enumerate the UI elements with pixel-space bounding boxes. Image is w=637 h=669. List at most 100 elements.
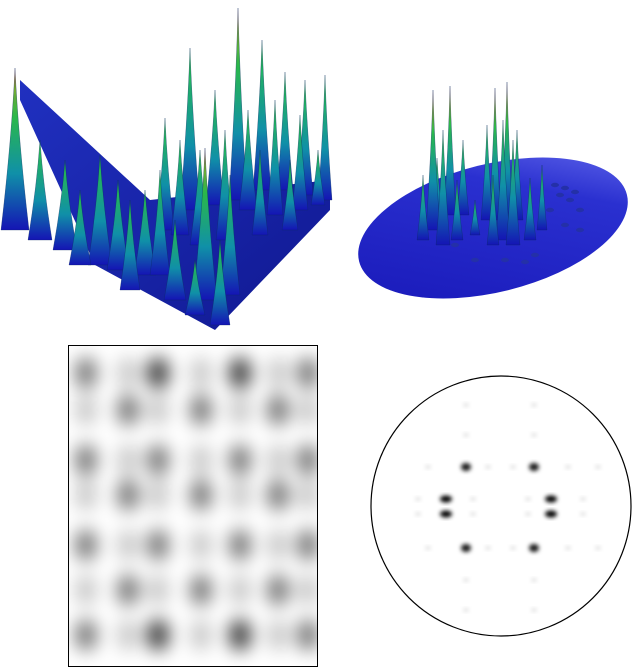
surface-peak — [523, 177, 537, 241]
density-peak — [565, 465, 571, 469]
density-peak — [529, 463, 539, 471]
density-spot — [229, 479, 251, 511]
density-peak — [529, 544, 539, 552]
density-peak — [485, 465, 491, 469]
density-peak — [461, 463, 471, 471]
density-spot — [117, 619, 139, 651]
surface-peak — [425, 89, 441, 231]
density-spot — [190, 529, 212, 561]
disc-boundary — [370, 375, 632, 637]
density-spot — [297, 479, 317, 511]
density-spot — [190, 357, 212, 389]
surface-peak — [192, 147, 218, 301]
density-spot — [229, 444, 251, 476]
surface-bump — [531, 252, 539, 258]
density-spot — [147, 444, 169, 476]
density-peak — [440, 495, 452, 503]
surface-bump — [501, 257, 509, 263]
circular-surface-svg — [358, 81, 628, 299]
density-spot — [147, 357, 169, 389]
surface-bump — [576, 207, 584, 213]
density-spot — [190, 619, 212, 651]
density-frame — [68, 345, 318, 667]
surface-peak — [443, 85, 457, 216]
density-spot — [229, 394, 251, 426]
surface-peak — [536, 164, 548, 231]
density-spot — [147, 574, 169, 606]
surface-peak — [486, 174, 500, 246]
surface-peak — [252, 39, 272, 191]
surface-bump — [556, 192, 564, 198]
surface-peak — [317, 74, 333, 201]
surface-bump — [571, 189, 579, 195]
surface-peak — [163, 219, 187, 301]
density-spot — [117, 394, 139, 426]
density-peak — [440, 510, 452, 518]
density-peak — [415, 512, 421, 516]
surface-peak — [276, 71, 294, 191]
surface-peak — [480, 124, 494, 221]
surface-peak — [184, 259, 206, 316]
density-peak — [510, 465, 516, 469]
density-spot — [297, 357, 317, 389]
density-spot — [267, 394, 289, 426]
surface-peak — [291, 114, 309, 211]
surface-peak — [450, 179, 464, 241]
density-peak — [580, 497, 586, 501]
surface-peak — [266, 99, 284, 216]
density-spot — [147, 479, 169, 511]
surface-peak — [170, 139, 190, 236]
surface-bump — [551, 182, 559, 188]
density-peak — [531, 578, 537, 582]
density-spot — [117, 444, 139, 476]
circular-surface-plot — [355, 70, 637, 310]
surface-peak — [281, 159, 299, 231]
density-peak — [425, 465, 431, 469]
density-peak — [510, 546, 516, 550]
density-spot — [190, 444, 212, 476]
density-spot — [117, 529, 139, 561]
surface-peak — [119, 199, 141, 291]
density-spot — [190, 574, 212, 606]
density-peak — [545, 495, 557, 503]
density-spot — [75, 529, 97, 561]
density-spot — [190, 479, 212, 511]
density-peak — [531, 433, 537, 437]
surface-peak — [456, 139, 470, 216]
density-spot — [147, 619, 169, 651]
density-spot — [147, 529, 169, 561]
density-spot — [297, 574, 317, 606]
surface-peak — [52, 159, 78, 251]
density-peak — [461, 544, 471, 552]
surface-peak — [505, 139, 521, 246]
surface-peak — [488, 87, 502, 221]
density-peak — [415, 497, 421, 501]
surface-peak — [27, 139, 53, 241]
surface-peak — [310, 149, 326, 206]
surface-peak — [149, 169, 171, 276]
surface-bump — [546, 207, 554, 213]
density-spot — [229, 619, 251, 651]
circular-density-svg — [370, 375, 632, 637]
surface-peak — [0, 67, 30, 231]
surface-peak — [416, 174, 430, 241]
density-peak — [425, 546, 431, 550]
rectangular-surface-svg — [0, 7, 333, 330]
surface-bump — [521, 259, 529, 265]
density-blobs — [75, 357, 317, 651]
surface-bump — [451, 242, 459, 248]
surface-bump — [576, 227, 584, 233]
density-peak — [485, 546, 491, 550]
density-peak — [463, 608, 469, 612]
density-spot — [229, 357, 251, 389]
density-peak — [470, 512, 476, 516]
density-peak — [595, 465, 601, 469]
surface-peak — [205, 89, 225, 206]
rectangular-density-map — [68, 345, 318, 667]
density-peak — [463, 433, 469, 437]
density-spot — [297, 394, 317, 426]
density-spot — [75, 479, 97, 511]
density-peak — [595, 546, 601, 550]
surface-peak — [87, 154, 113, 266]
surface-peak — [495, 119, 511, 241]
